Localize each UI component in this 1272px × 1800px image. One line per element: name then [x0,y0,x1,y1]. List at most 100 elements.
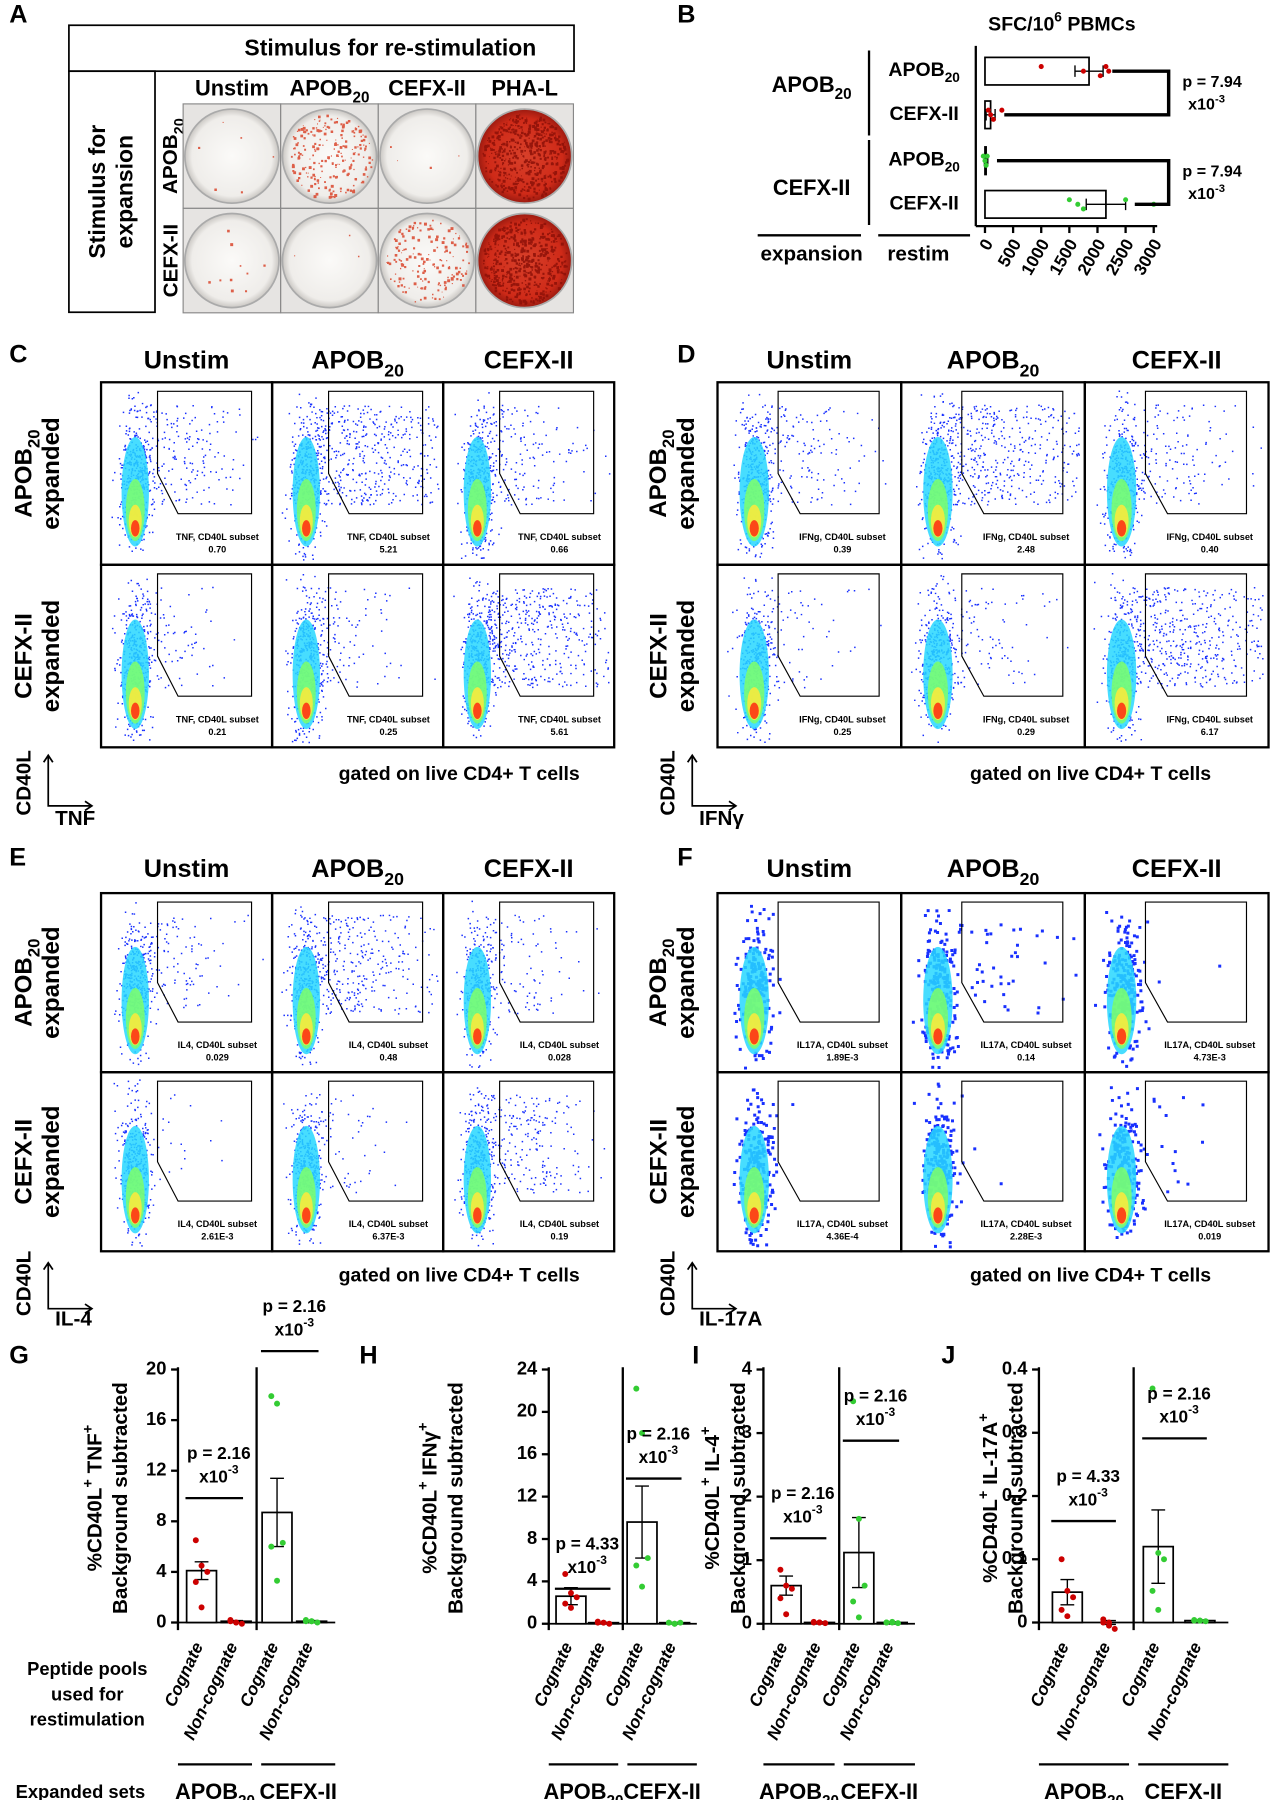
plot-frame [441,1071,616,1253]
side-header-text: Stimulus for [84,125,110,259]
gate [156,573,253,697]
group-label: APOB20 [1044,1779,1124,1800]
gate-value: 0.25 [833,727,851,737]
gate [499,1080,595,1202]
data-point [198,1604,205,1611]
density-core [130,1207,140,1224]
header-box [68,24,575,73]
row-label-sub: 20 [24,429,43,448]
data-point [665,1619,672,1626]
y-axis-label: CD40L [13,750,36,815]
gate [156,390,253,515]
data-point [633,1562,640,1569]
gate-value: 2.61E-3 [201,1231,233,1241]
column-label: APOB20 [947,346,1040,380]
gate-label: IL4, CD40L subset [178,1040,257,1050]
data-point [314,1619,321,1626]
gate-value: 5.21 [379,545,397,555]
data-point [983,162,989,168]
row-label: CEFX-II [11,1119,38,1205]
gate [961,390,1064,515]
chart-title-part: PBMCs [1062,13,1136,35]
y-axis-label: Background subtracted [444,1382,467,1614]
gate-label: TNF, CD40L subset [347,714,430,724]
p-value-exponent: x10-3 [568,1553,608,1576]
p-value: p = 2.16 [771,1483,835,1503]
data-point [777,1566,784,1573]
y-axis-label-sup: + [698,1427,714,1435]
data-point [1106,1622,1113,1629]
axis-arrow [686,1261,738,1314]
data-point [274,1577,281,1584]
group-label: CEFX-II [1145,1779,1223,1800]
column-label-sub: 20 [353,89,370,106]
data-point [1058,1606,1065,1613]
x-tick-label: Cognate [1117,1639,1164,1710]
gate-label: IL4, CD40L subset [349,1219,428,1229]
p-value-exponent-part: x10 [1188,96,1215,114]
p-value-exponent-sup: -3 [596,1553,607,1567]
restimulation-label: used for [51,1683,123,1704]
group-label-sub: 20 [835,86,852,103]
p-value-exponent-part: x10 [275,1319,304,1339]
x-tick-label: 1500 [1045,235,1081,278]
panel-letter: D [677,341,695,369]
y-tick-label: 0.1 [1002,1547,1028,1568]
column-label: Unstim [767,346,853,374]
data-point [777,1595,784,1602]
event-dots [1093,573,1264,742]
gating-note: gated on live CD4+ T cells [970,1265,1211,1287]
data-point [1080,206,1086,212]
gate [499,573,595,697]
data-point [855,1515,862,1522]
gate-label: IFNg, CD40L subset [799,532,885,542]
gate [1144,1080,1248,1202]
gate-value: 6.17 [1201,727,1219,737]
column-label-sub: 20 [1020,869,1040,889]
y-axis-label: CD40L [657,1251,680,1316]
row-label: expanded [38,600,65,712]
density-core [933,702,943,720]
gate [961,901,1064,1023]
p-value: p = 4.33 [555,1534,619,1554]
density-core [749,520,759,537]
gating-note: gated on live CD4+ T cells [339,763,580,785]
data-point [1064,1613,1071,1620]
column-label: Unstim [195,75,269,100]
data-point [302,1618,309,1625]
gate [328,573,424,697]
group-label-part: APOB [1044,1779,1107,1800]
gating-note: gated on live CD4+ T cells [970,763,1211,785]
density-core [1116,702,1127,720]
gate-label: TNF, CD40L subset [518,532,601,542]
data-point [198,1562,205,1569]
data-point [644,1555,651,1562]
p-value-exponent-sup: -3 [1215,183,1225,195]
row-label: APOB20 [11,938,44,1026]
column-label: CEFX-II [1132,346,1222,374]
column-label: CEFX-II [388,75,466,100]
group-label-sub: 20 [822,1793,839,1800]
event-dots [911,909,1078,1069]
group-label-part: APOB [759,1779,822,1800]
x-axis-label: IFNγ [699,807,744,830]
p-value: p = 2.16 [627,1423,691,1443]
x-tick-label: Cognate [1026,1639,1073,1710]
y-axis-label: %CD40L+ IFNγ+ [415,1422,442,1573]
gate-value: 5.61 [551,727,569,737]
data-point [1202,1618,1209,1625]
data-point [883,1619,890,1626]
gate [328,1080,424,1202]
category-label-part: APOB [888,149,944,171]
data-point [1161,1556,1167,1563]
data-point [850,1398,857,1405]
column-label-part: APOB [947,855,1020,883]
side-header-text: expansion [111,135,137,248]
gate [499,901,595,1023]
data-point [894,1620,901,1627]
p-value-exponent-part: x10 [568,1557,597,1577]
row-label-part: APOB [645,448,672,518]
data-point [1149,1385,1156,1392]
level-label: expansion [761,242,863,265]
x-axis-label: IL-17A [699,1308,762,1331]
